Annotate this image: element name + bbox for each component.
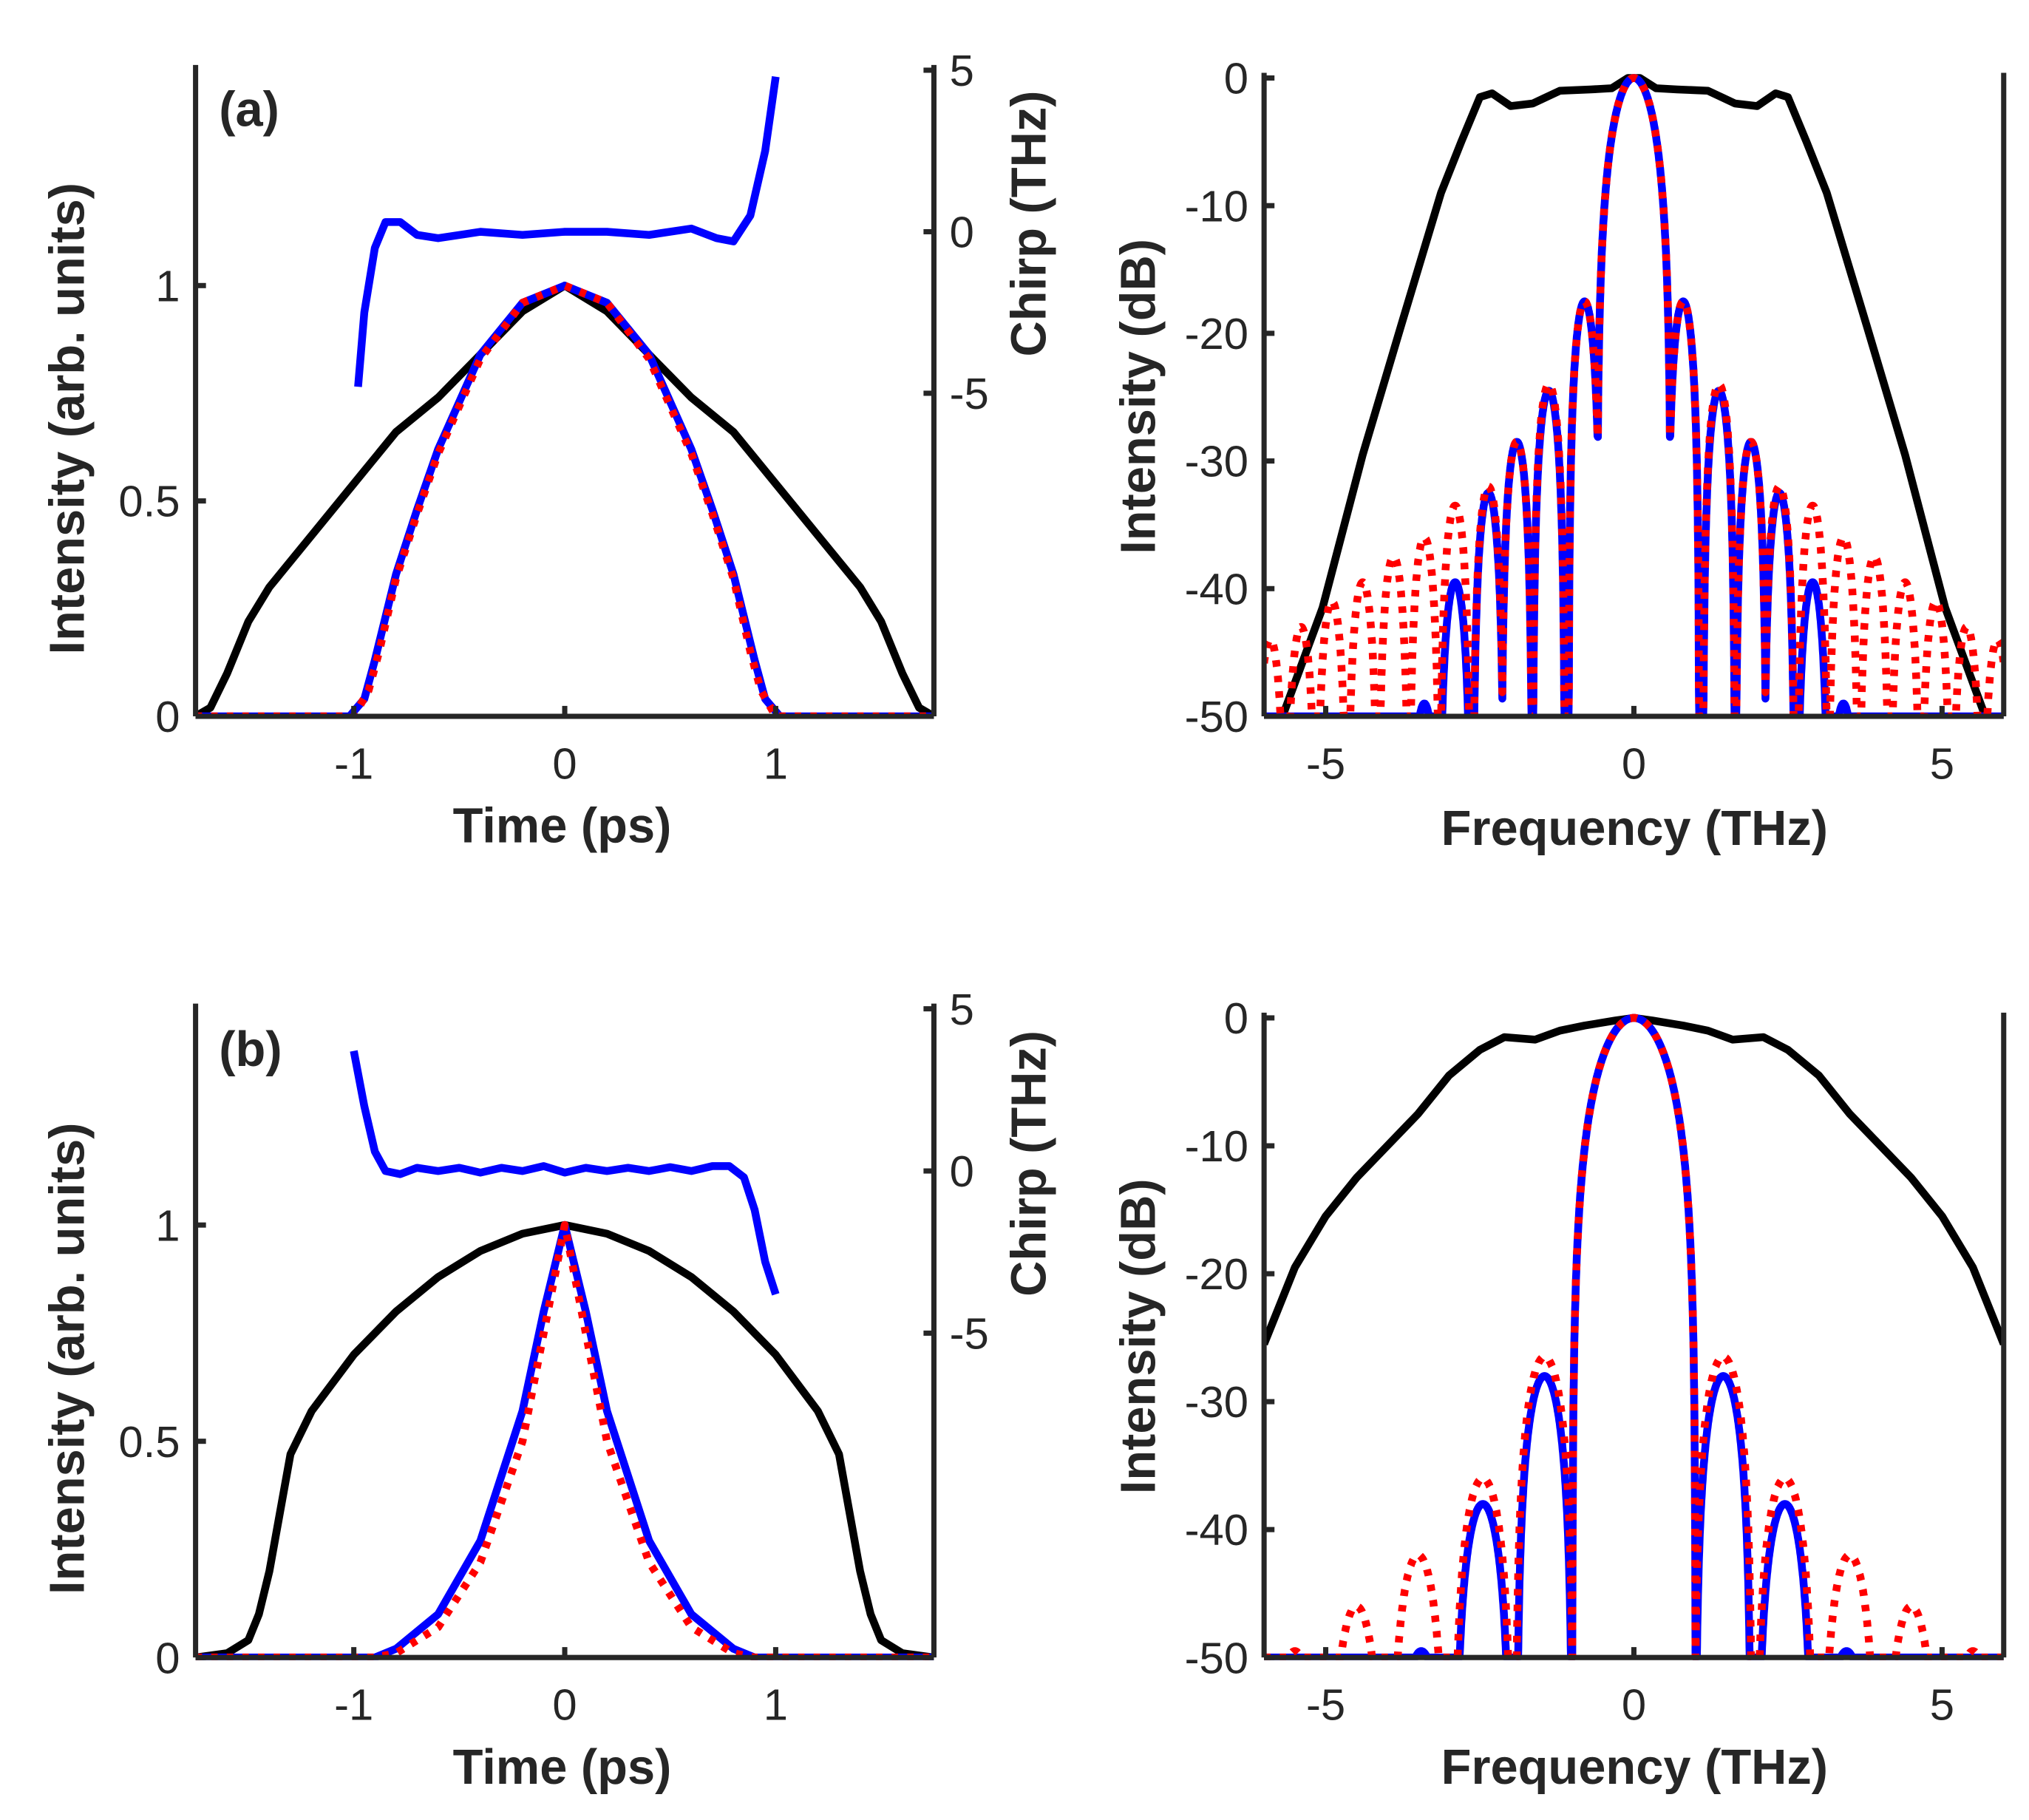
x-axis-label: Time (ps) [453, 799, 672, 854]
series-blue-line [1264, 74, 2004, 719]
series-red-line [195, 1220, 934, 1660]
y2-tick-label: 5 [950, 985, 974, 1034]
y-axis-label: Intensity (dB) [1111, 1178, 1166, 1494]
y2-tick-label: 5 [950, 46, 974, 95]
y-tick-label: -20 [1185, 309, 1248, 359]
y-tick-label: 1 [155, 261, 180, 310]
y-tick-label: -10 [1185, 181, 1248, 231]
x-tick-label: -1 [334, 1680, 373, 1730]
y2-axis-label: Chirp (THz) [1002, 1030, 1057, 1297]
x-tick-label: -5 [1306, 738, 1345, 788]
panel-b-spectrum: -5 0 5-50-40-30-20-100 Frequency (THz) Int… [1111, 994, 2007, 1795]
panel-b-time-plot: -1 0 1 0 0.5 1 -5 0 5 [118, 985, 988, 1730]
y2-tick-label: 0 [950, 1147, 974, 1196]
y2-axis-label: Chirp (THz) [1002, 90, 1057, 356]
series-blue-line [1264, 1013, 2004, 1660]
series-chirp-line [354, 76, 780, 387]
y-tick-label: 0.5 [118, 477, 180, 526]
x-tick-label: 0 [552, 738, 577, 788]
x-tick-label: 0 [1622, 1680, 1646, 1730]
panel-a-spectrum-plot: -5 0 5-50-40-30-20-100 [1185, 54, 2007, 788]
y-tick-label: 0.5 [118, 1417, 180, 1467]
series-blue-line [195, 282, 934, 719]
y-tick-label: -20 [1185, 1249, 1248, 1299]
x-tick-label: 1 [764, 738, 788, 788]
y-tick-label: -30 [1185, 1377, 1248, 1427]
x-axis-label: Time (ps) [453, 1740, 672, 1795]
y-tick-label: 0 [1224, 994, 1248, 1043]
y2-tick-label: -5 [950, 1309, 989, 1359]
y2-tick-label: 0 [950, 208, 974, 257]
y-axis-label: Intensity (dB) [1111, 239, 1166, 554]
panel-a-time-plot: -1 0 1 0 0.5 1 -5 0 5 [118, 46, 988, 788]
y-tick-label: 0 [155, 1633, 180, 1683]
panel-b-spectrum-plot: -5 0 5-50-40-30-20-100 [1185, 994, 2007, 1730]
x-tick-label: 5 [1930, 1680, 1954, 1730]
series-red-line [195, 282, 934, 719]
series-chirp-line [350, 1050, 780, 1296]
y-tick-label: -50 [1185, 1633, 1248, 1683]
x-tick-label: 5 [1930, 738, 1954, 788]
series-red-line [1264, 1013, 2004, 1660]
series-black-line [195, 1220, 934, 1660]
series-blue-line [195, 1220, 934, 1660]
y-axis-label: Intensity (arb. units) [40, 183, 95, 654]
panel-a-time: -1 0 1 0 0.5 1 -5 0 5 (a) Time (ps) Intensity (a… [40, 46, 1056, 853]
panel-label-a: (a) [219, 83, 279, 137]
panel-label-b: (b) [219, 1022, 282, 1077]
y-tick-label: 0 [1224, 54, 1248, 103]
y-tick-label: -40 [1185, 564, 1248, 614]
y2-tick-label: -5 [950, 369, 989, 418]
y-tick-label: -40 [1185, 1505, 1248, 1555]
x-tick-label: -1 [334, 738, 373, 788]
y-tick-label: -10 [1185, 1121, 1248, 1171]
x-tick-label: 0 [1622, 738, 1646, 788]
y-tick-label: 0 [155, 692, 180, 741]
y-tick-label: -30 [1185, 437, 1248, 486]
series-red-line [1264, 74, 2004, 719]
x-tick-label: -5 [1306, 1680, 1345, 1730]
series-black-line [195, 282, 934, 719]
y-tick-label: -50 [1185, 692, 1248, 741]
panel-a-spectrum: -5 0 5-50-40-30-20-100 Frequency (THz) Int… [1111, 54, 2007, 856]
series-black-line [1264, 1013, 2004, 1346]
x-axis-label: Frequency (THz) [1441, 801, 1828, 856]
y-tick-label: 1 [155, 1201, 180, 1250]
x-tick-label: 1 [764, 1680, 788, 1730]
x-axis-label: Frequency (THz) [1441, 1740, 1828, 1795]
y-axis-label: Intensity (arb. units) [40, 1122, 95, 1594]
series-black-line [1279, 74, 1989, 718]
x-tick-label: 0 [552, 1680, 577, 1730]
panel-b-time: -1 0 1 0 0.5 1 -5 0 5 (b) Time (ps) Intensity (a… [40, 985, 1056, 1795]
